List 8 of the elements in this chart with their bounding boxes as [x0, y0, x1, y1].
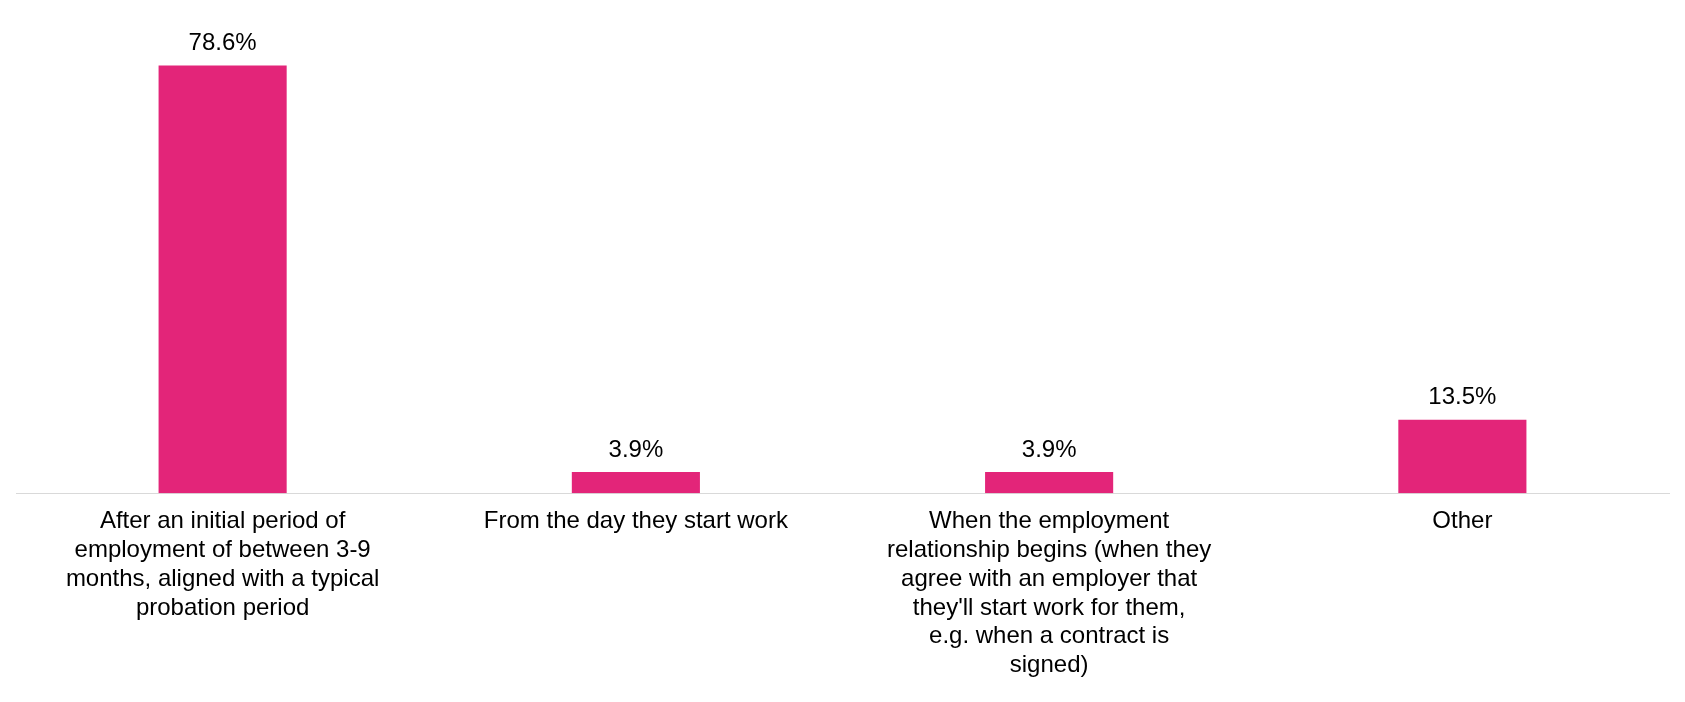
data-label: 3.9% [608, 434, 664, 462]
x-tick-label: When the employment relationship begins (when they agree with an employer that they'll start work for them, e.g. when a contract is signed) [887, 506, 1212, 678]
x-tick-label: From the day they start work [483, 506, 789, 534]
data-label: 78.6% [188, 28, 257, 56]
x-tick-label: After an initial period of employment of between 3-9 months, aligned with a typical probation period [65, 506, 380, 620]
data-label: 3.9% [1021, 434, 1077, 462]
data-label: 13.5% [1428, 382, 1497, 410]
x-tick-label: Other [1432, 506, 1493, 534]
